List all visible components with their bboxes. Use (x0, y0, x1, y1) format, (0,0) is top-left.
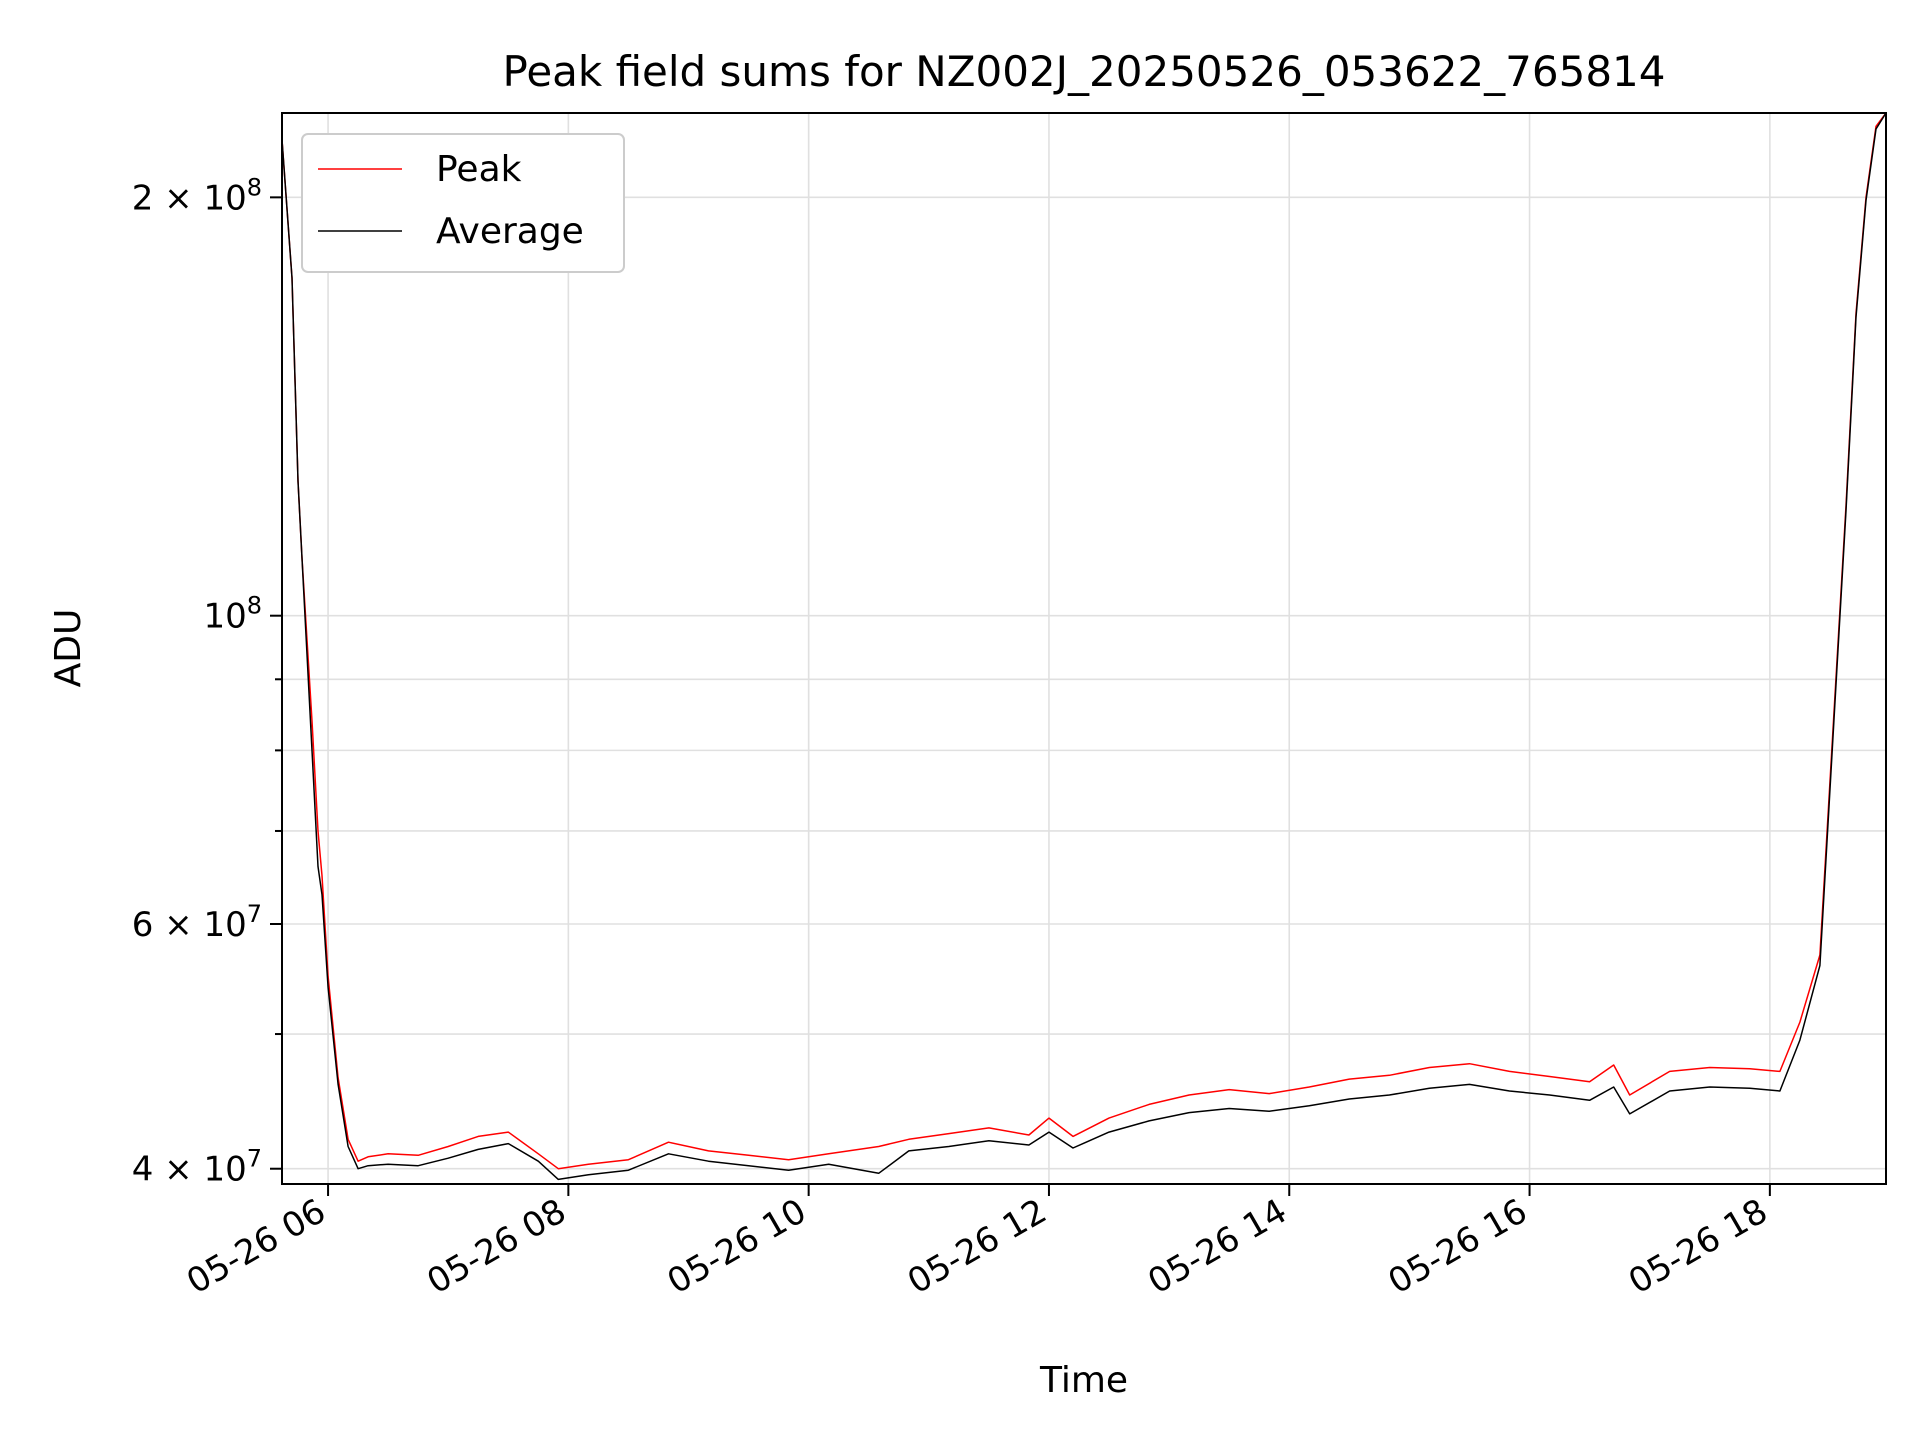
y-axis-label: ADU (48, 609, 89, 688)
series-line-peak (282, 113, 1886, 1170)
x-tick-label: 05-26 16 (1382, 1191, 1534, 1302)
legend-label-peak: Peak (436, 149, 522, 190)
legend: Peak Average (301, 133, 625, 273)
grid-lines (282, 113, 1886, 1184)
y-tick-label: 108 (203, 592, 262, 637)
x-tick-label: 05-26 10 (661, 1191, 813, 1302)
x-tick-label: 05-26 18 (1622, 1191, 1774, 1302)
x-tick-label: 05-26 08 (420, 1191, 572, 1302)
x-axis: 05-26 06 05-26 08 05-26 10 05-26 12 05-26 14… (180, 1184, 1774, 1302)
y-tick-label: 4 × 107 (132, 1145, 262, 1190)
legend-label-average: Average (436, 211, 584, 252)
x-tick-label: 05-26 06 (180, 1191, 332, 1302)
x-axis-label: Time (1039, 1360, 1128, 1401)
series-layer (282, 113, 1886, 1181)
series-line-average (282, 113, 1886, 1181)
chart-title: Peak field sums for NZ002J_20250526_0536… (503, 47, 1666, 96)
y-tick-label: 2 × 108 (132, 173, 262, 218)
plot-frame (281, 112, 1887, 1185)
x-tick-label: 05-26 12 (901, 1191, 1053, 1302)
y-tick-label: 6 × 107 (132, 900, 262, 945)
y-axis: 4 × 107 6 × 107 108 2 × 108 (132, 173, 282, 1190)
x-tick-label: 05-26 14 (1141, 1191, 1293, 1302)
